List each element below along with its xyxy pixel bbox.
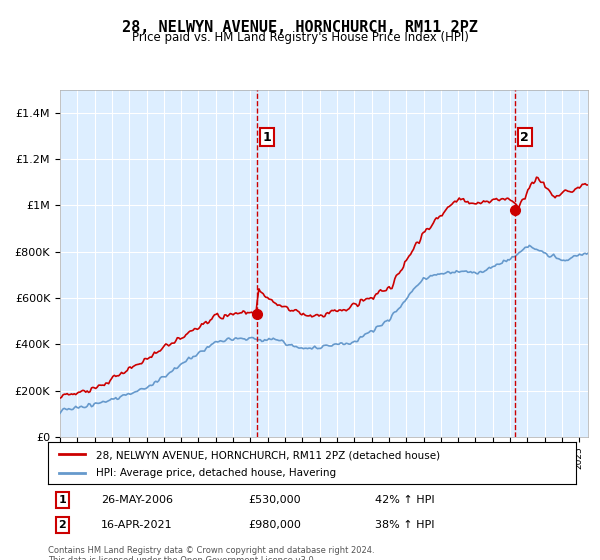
Text: 28, NELWYN AVENUE, HORNCHURCH, RM11 2PZ (detached house): 28, NELWYN AVENUE, HORNCHURCH, RM11 2PZ … xyxy=(95,450,440,460)
Text: £980,000: £980,000 xyxy=(248,520,302,530)
Text: Price paid vs. HM Land Registry's House Price Index (HPI): Price paid vs. HM Land Registry's House … xyxy=(131,31,469,44)
Text: 16-APR-2021: 16-APR-2021 xyxy=(101,520,172,530)
Text: 2: 2 xyxy=(520,130,529,143)
Text: £530,000: £530,000 xyxy=(248,495,301,505)
Text: 38% ↑ HPI: 38% ↑ HPI xyxy=(376,520,435,530)
Text: 1: 1 xyxy=(263,130,271,143)
Text: 28, NELWYN AVENUE, HORNCHURCH, RM11 2PZ: 28, NELWYN AVENUE, HORNCHURCH, RM11 2PZ xyxy=(122,20,478,35)
Text: 1: 1 xyxy=(59,495,67,505)
Text: HPI: Average price, detached house, Havering: HPI: Average price, detached house, Have… xyxy=(95,469,335,478)
Text: 2: 2 xyxy=(59,520,67,530)
Text: 26-MAY-2006: 26-MAY-2006 xyxy=(101,495,173,505)
Text: 42% ↑ HPI: 42% ↑ HPI xyxy=(376,495,435,505)
Text: Contains HM Land Registry data © Crown copyright and database right 2024.
This d: Contains HM Land Registry data © Crown c… xyxy=(48,546,374,560)
